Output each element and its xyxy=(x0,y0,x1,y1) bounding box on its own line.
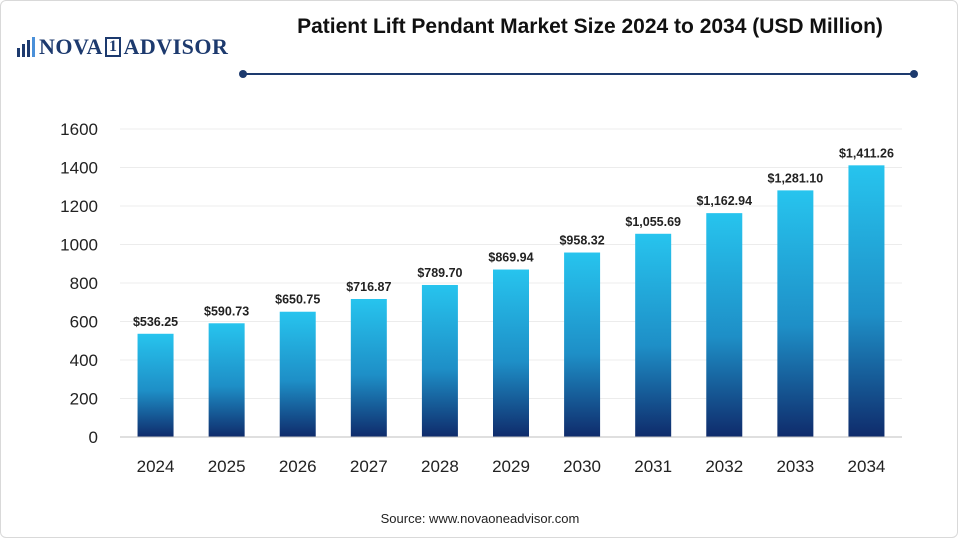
data-label: $590.73 xyxy=(204,304,249,318)
bar xyxy=(350,299,387,437)
bar xyxy=(706,213,743,437)
bar xyxy=(777,190,814,437)
source-note: Source: www.novaoneadvisor.com xyxy=(380,511,580,526)
x-tick-label: 2026 xyxy=(279,457,317,476)
bar xyxy=(421,284,458,437)
y-tick-label: 1400 xyxy=(60,159,98,178)
title-underline-left-dot xyxy=(239,70,247,78)
bar xyxy=(137,333,174,437)
bar xyxy=(848,165,885,437)
data-label: $1,411.26 xyxy=(839,146,894,160)
x-tick-label: 2030 xyxy=(563,457,601,476)
x-tick-label: 2024 xyxy=(137,457,175,476)
title-underline-right-dot xyxy=(910,70,918,78)
y-tick-label: 1200 xyxy=(60,197,98,216)
y-tick-label: 1600 xyxy=(60,120,98,139)
bar xyxy=(493,269,529,437)
chart-title: Patient Lift Pendant Market Size 2024 to… xyxy=(297,15,883,38)
logo-wordmark: NOVA 1 ADVISOR xyxy=(39,34,228,60)
x-tick-label: 2033 xyxy=(776,457,814,476)
logo-text-advisor: ADVISOR xyxy=(123,34,229,59)
bar xyxy=(279,311,316,437)
y-tick-label: 400 xyxy=(70,351,98,370)
y-axis-ticks: 0 200 400 600 800 1000 1200 1400 1600 xyxy=(60,120,98,447)
x-tick-label: 2025 xyxy=(208,457,246,476)
bar xyxy=(635,233,672,437)
bar xyxy=(564,252,601,437)
data-labels: $536.25 $590.73 $650.75 $716.87 $789.70 $869.… xyxy=(133,146,894,328)
data-label: $958.32 xyxy=(559,234,604,248)
x-tick-label: 2032 xyxy=(705,457,743,476)
bar xyxy=(208,323,245,437)
data-label: $536.25 xyxy=(133,315,178,329)
data-label: $1,162.94 xyxy=(696,194,752,208)
data-label: $1,281.10 xyxy=(768,171,824,185)
bars xyxy=(137,165,885,437)
logo-text-box: 1 xyxy=(104,37,122,57)
y-tick-label: 600 xyxy=(70,313,98,332)
brand-logo: NOVA 1 ADVISOR xyxy=(16,34,228,60)
bar-chart-logo-icon xyxy=(17,37,35,57)
y-tick-label: 800 xyxy=(70,274,98,293)
x-tick-label: 2027 xyxy=(350,457,388,476)
data-label: $650.75 xyxy=(275,293,320,307)
title-underline xyxy=(243,73,915,75)
y-tick-label: 200 xyxy=(70,390,98,409)
y-tick-label: 0 xyxy=(89,428,98,447)
data-label: $869.94 xyxy=(488,251,533,265)
logo-text-nova: NOVA xyxy=(39,34,103,59)
data-label: $1,055.69 xyxy=(625,215,681,229)
x-axis-ticks: 2024 2025 2026 2027 2028 2029 2030 2031 2032 2033… xyxy=(137,457,886,476)
y-tick-label: 1000 xyxy=(60,236,98,255)
data-label: $789.70 xyxy=(417,266,462,280)
x-tick-label: 2028 xyxy=(421,457,459,476)
x-tick-label: 2034 xyxy=(848,457,886,476)
x-tick-label: 2031 xyxy=(634,457,672,476)
x-tick-label: 2029 xyxy=(492,457,530,476)
data-label: $716.87 xyxy=(346,280,391,294)
